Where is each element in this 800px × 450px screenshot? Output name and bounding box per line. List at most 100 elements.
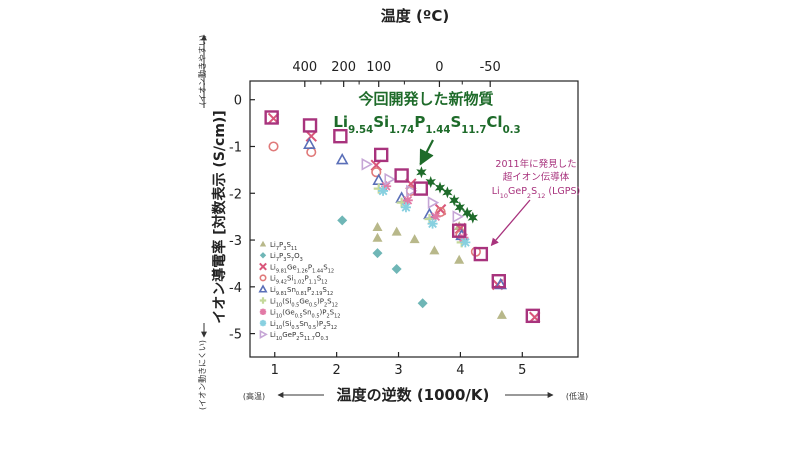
legend-label-part: 7 bbox=[291, 257, 294, 263]
data-point bbox=[429, 245, 440, 255]
legend-marker bbox=[259, 262, 267, 271]
legend-label-part: O bbox=[294, 252, 300, 260]
legend-label: Li9.81Ge1.26P1.44S12 bbox=[270, 263, 334, 274]
legend-label-part: 0.5 bbox=[291, 302, 299, 308]
legend-label-part: Li bbox=[270, 263, 276, 271]
data-point bbox=[409, 234, 420, 244]
data-point bbox=[452, 210, 464, 224]
legend-label-part: 2.19 bbox=[311, 291, 322, 297]
legend-marker bbox=[259, 252, 267, 259]
data-point bbox=[402, 195, 413, 206]
series-li10gep2s12 bbox=[264, 110, 541, 324]
data-point bbox=[462, 206, 473, 219]
legend-item: Li10(Si0.5Sn0.5)P2S12 bbox=[259, 320, 337, 331]
data-point bbox=[378, 185, 389, 196]
legend-label-part: 2 bbox=[296, 336, 299, 342]
formula-part: Li bbox=[492, 186, 500, 197]
legend-label-part: S bbox=[326, 320, 331, 328]
data-point bbox=[434, 181, 446, 194]
legend-label-part: 11.7 bbox=[304, 336, 315, 342]
legend-label-part: Li bbox=[270, 275, 276, 283]
plot-frame bbox=[249, 80, 579, 358]
legend-label-part: Li bbox=[270, 252, 276, 260]
legend-label-part: 9.42 bbox=[276, 280, 287, 286]
legend-label-part: 2 bbox=[323, 325, 326, 331]
data-point bbox=[416, 166, 427, 179]
annotation-new-material: 今回開発した新物質 Li9.54Si1.74P1.44S11.7Cl0.3 bbox=[333, 90, 521, 166]
top-tick-label: -50 bbox=[480, 60, 501, 75]
data-point bbox=[372, 248, 383, 259]
legend-label-part: )P bbox=[320, 309, 327, 317]
y-tick-label: -3 bbox=[229, 234, 242, 249]
series-li7p3s7o3 bbox=[337, 215, 428, 309]
legend-label-part: Li bbox=[270, 331, 276, 339]
legend-marker bbox=[259, 308, 267, 315]
legend-label-part: 9.81 bbox=[276, 291, 287, 297]
legend-label-part: 11 bbox=[291, 246, 297, 252]
legend-label: Li10GeP2S11.7O0.3 bbox=[270, 331, 328, 342]
legend-label-part: Sn bbox=[299, 320, 308, 328]
data-point bbox=[427, 196, 440, 209]
data-point bbox=[427, 218, 438, 229]
data-point bbox=[406, 184, 418, 198]
legend-marker bbox=[259, 329, 268, 339]
x-tick-label: 3 bbox=[394, 363, 402, 378]
legend-label-part: 0.5 bbox=[309, 302, 317, 308]
formula-part: 11.7 bbox=[461, 125, 486, 136]
formula-part: 10 bbox=[500, 192, 508, 200]
formula-part: P bbox=[414, 113, 425, 131]
data-point bbox=[449, 194, 460, 207]
data-point bbox=[491, 274, 506, 289]
data-point bbox=[306, 147, 317, 158]
data-point bbox=[417, 298, 428, 309]
data-point bbox=[425, 176, 436, 189]
annotation-lgps-arrow bbox=[490, 199, 531, 247]
legend-label-part: 0.5 bbox=[312, 314, 320, 320]
y-tick-label: -2 bbox=[229, 187, 242, 202]
data-point bbox=[373, 183, 384, 194]
data-point bbox=[302, 118, 318, 133]
legend-marker bbox=[259, 297, 267, 304]
legend-label-part: 12 bbox=[334, 314, 340, 320]
data-point bbox=[451, 223, 467, 238]
data-point bbox=[372, 232, 383, 242]
legend-label-part: 1.26 bbox=[297, 268, 308, 274]
legend-label-part: Li bbox=[270, 297, 276, 305]
legend-label: Li10(Ge0.5Sn0.5)P2S12 bbox=[270, 309, 340, 320]
series-li9-54si1-74p1-44s11-7cl0-3 bbox=[416, 166, 478, 224]
legend-marker bbox=[258, 284, 268, 293]
data-point bbox=[384, 172, 396, 186]
legend-item: Li9.42Si1.02P1.1S12 bbox=[259, 274, 328, 286]
x-tick-label: 5 bbox=[518, 363, 526, 378]
legend-item: Li9.81Sn0.81P2.19S12 bbox=[258, 284, 333, 297]
legend-label-part: )P bbox=[316, 320, 323, 328]
legend-label-part: 0.5 bbox=[295, 314, 303, 320]
legend-label-part: 7 bbox=[276, 257, 279, 263]
series-li9-81sn0-81p2-19s12 bbox=[303, 137, 508, 290]
legend-label-part: Si bbox=[287, 275, 293, 283]
x-tick-label: 4 bbox=[456, 363, 464, 378]
data-point bbox=[460, 237, 471, 248]
top-tick-label: 0 bbox=[435, 60, 443, 75]
legend-label-part: O bbox=[315, 331, 321, 339]
y-tick-label: -5 bbox=[229, 328, 242, 343]
legend-label: Li10(Si0.5Sn0.5)P2S12 bbox=[270, 320, 337, 331]
legend-label-part: Sn bbox=[287, 286, 296, 294]
legend-marker bbox=[259, 240, 267, 247]
formula-part: Li bbox=[333, 113, 348, 131]
data-point bbox=[371, 167, 382, 178]
legend-label-part: 0.5 bbox=[308, 325, 316, 331]
data-point bbox=[268, 141, 279, 152]
legend-label: Li7P3S11 bbox=[270, 241, 297, 252]
legend-item: Li10GeP2S11.7O0.3 bbox=[259, 329, 328, 342]
data-point bbox=[496, 309, 507, 319]
top-tick-label: 100 bbox=[366, 60, 391, 75]
data-point bbox=[430, 211, 441, 222]
annotation-new-arrow bbox=[419, 139, 434, 166]
formula-part: Si bbox=[373, 113, 389, 131]
legend-label-part: S bbox=[286, 241, 291, 249]
legend-label-part: 1.02 bbox=[293, 280, 304, 286]
y-axis-label: イオン導電率 [対数表示 (S/cm)] bbox=[211, 110, 228, 323]
